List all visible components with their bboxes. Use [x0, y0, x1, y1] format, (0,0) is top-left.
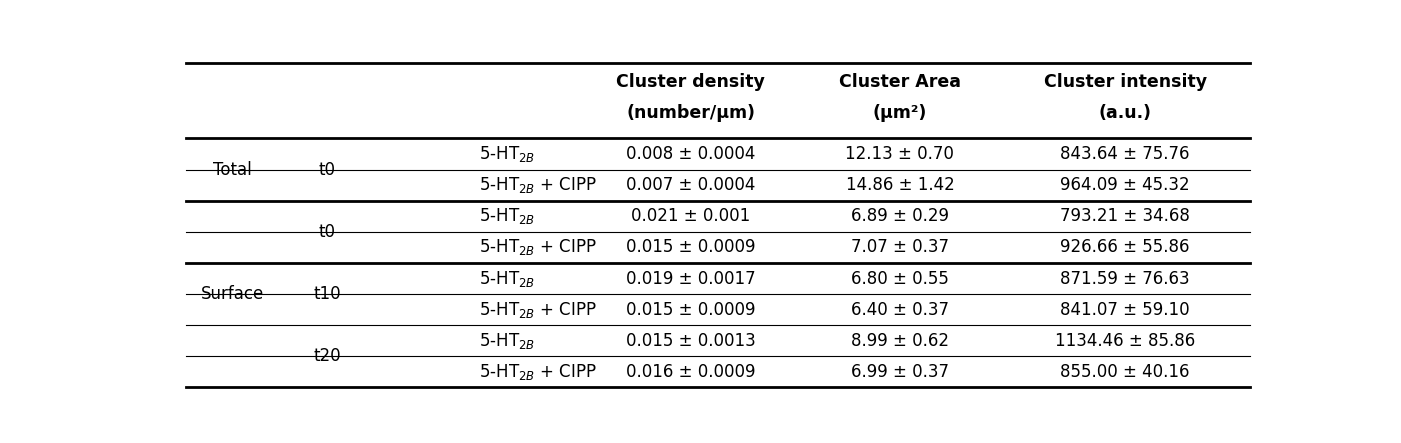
Text: Cluster intensity: Cluster intensity — [1044, 73, 1206, 91]
Text: Total: Total — [213, 160, 252, 179]
Text: 843.64 ± 75.76: 843.64 ± 75.76 — [1061, 145, 1189, 163]
Text: 6.80 ± 0.55: 6.80 ± 0.55 — [850, 269, 948, 288]
Text: 5-HT$_{2B}$: 5-HT$_{2B}$ — [479, 206, 535, 226]
Text: Surface: Surface — [200, 285, 263, 303]
Text: 5-HT$_{2B}$ + CIPP: 5-HT$_{2B}$ + CIPP — [479, 299, 597, 320]
Text: 871.59 ± 76.63: 871.59 ± 76.63 — [1061, 269, 1189, 288]
Text: (a.u.): (a.u.) — [1098, 104, 1152, 122]
Text: 5-HT$_{2B}$: 5-HT$_{2B}$ — [479, 268, 535, 288]
Text: t0: t0 — [318, 160, 336, 179]
Text: 14.86 ± 1.42: 14.86 ± 1.42 — [846, 176, 954, 194]
Text: 0.016 ± 0.0009: 0.016 ± 0.0009 — [626, 363, 755, 381]
Text: 0.015 ± 0.0013: 0.015 ± 0.0013 — [626, 332, 755, 350]
Text: 12.13 ± 0.70: 12.13 ± 0.70 — [845, 145, 954, 163]
Text: (number/μm): (number/μm) — [626, 104, 755, 122]
Text: 6.40 ± 0.37: 6.40 ± 0.37 — [850, 301, 948, 319]
Text: 793.21 ± 34.68: 793.21 ± 34.68 — [1061, 207, 1189, 225]
Text: t10: t10 — [314, 285, 340, 303]
Text: 5-HT$_{2B}$ + CIPP: 5-HT$_{2B}$ + CIPP — [479, 175, 597, 195]
Text: 5-HT$_{2B}$ + CIPP: 5-HT$_{2B}$ + CIPP — [479, 362, 597, 382]
Text: t20: t20 — [314, 347, 340, 365]
Text: 5-HT$_{2B}$: 5-HT$_{2B}$ — [479, 144, 535, 164]
Text: 0.007 ± 0.0004: 0.007 ± 0.0004 — [626, 176, 755, 194]
Text: 7.07 ± 0.37: 7.07 ± 0.37 — [850, 238, 948, 256]
Text: 1134.46 ± 85.86: 1134.46 ± 85.86 — [1055, 332, 1195, 350]
Text: 5-HT$_{2B}$: 5-HT$_{2B}$ — [479, 331, 535, 351]
Text: 855.00 ± 40.16: 855.00 ± 40.16 — [1061, 363, 1189, 381]
Text: 8.99 ± 0.62: 8.99 ± 0.62 — [850, 332, 948, 350]
Text: 0.021 ± 0.001: 0.021 ± 0.001 — [632, 207, 751, 225]
Text: 5-HT$_{2B}$ + CIPP: 5-HT$_{2B}$ + CIPP — [479, 237, 597, 257]
Text: 6.89 ± 0.29: 6.89 ± 0.29 — [850, 207, 948, 225]
Text: 6.99 ± 0.37: 6.99 ± 0.37 — [850, 363, 948, 381]
Text: (μm²): (μm²) — [873, 104, 927, 122]
Text: 0.008 ± 0.0004: 0.008 ± 0.0004 — [626, 145, 755, 163]
Text: 926.66 ± 55.86: 926.66 ± 55.86 — [1061, 238, 1189, 256]
Text: 964.09 ± 45.32: 964.09 ± 45.32 — [1061, 176, 1189, 194]
Text: Cluster density: Cluster density — [616, 73, 765, 91]
Text: 841.07 ± 59.10: 841.07 ± 59.10 — [1061, 301, 1189, 319]
Text: t0: t0 — [318, 223, 336, 241]
Text: 0.015 ± 0.0009: 0.015 ± 0.0009 — [626, 238, 755, 256]
Text: Cluster Area: Cluster Area — [839, 73, 961, 91]
Text: 0.019 ± 0.0017: 0.019 ± 0.0017 — [626, 269, 755, 288]
Text: 0.015 ± 0.0009: 0.015 ± 0.0009 — [626, 301, 755, 319]
